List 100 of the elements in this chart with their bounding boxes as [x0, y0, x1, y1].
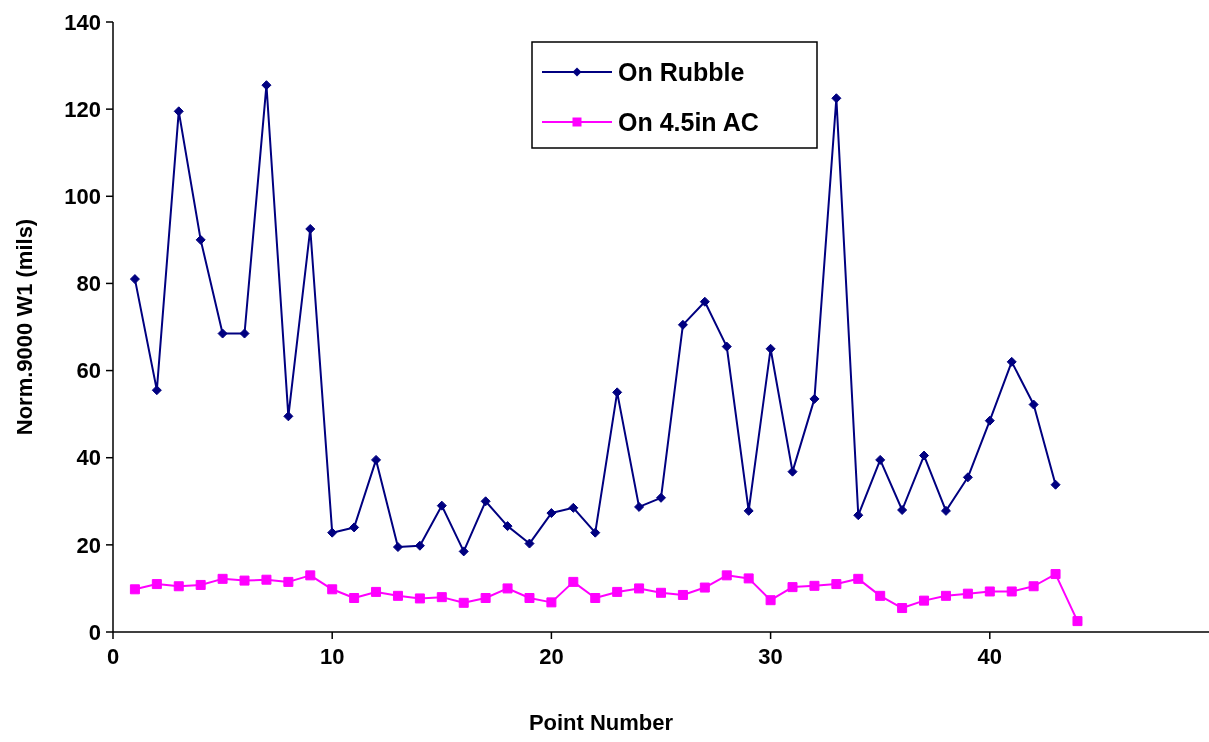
- point: [962, 472, 973, 483]
- point: [436, 592, 447, 603]
- y-tick-label: 0: [88, 619, 101, 645]
- point: [1072, 616, 1083, 627]
- point: [634, 583, 645, 594]
- point: [195, 234, 206, 245]
- point: [546, 597, 557, 608]
- point: [151, 385, 162, 396]
- x-tick-label: 0: [106, 644, 120, 669]
- point: [1006, 356, 1017, 367]
- y-tick-label: 80: [76, 271, 101, 297]
- point: [809, 393, 820, 404]
- legend-label: On Rubble: [618, 57, 745, 86]
- point: [656, 587, 666, 598]
- point: [677, 319, 688, 330]
- point: [502, 521, 513, 532]
- point: [787, 582, 798, 593]
- point: [612, 586, 623, 597]
- point: [677, 589, 688, 600]
- x-axis-title: Point Number: [528, 710, 674, 735]
- point: [371, 586, 382, 597]
- x-tick-label: 10: [319, 644, 345, 669]
- y-tick-label: 120: [64, 96, 101, 122]
- point: [919, 595, 930, 606]
- y-tick-label: 60: [76, 358, 101, 384]
- point: [239, 575, 250, 586]
- point: [897, 603, 908, 614]
- point: [809, 580, 820, 591]
- point: [349, 593, 360, 604]
- point: [765, 343, 776, 354]
- point: [984, 415, 995, 426]
- point: [699, 582, 710, 593]
- y-tick-label: 40: [76, 445, 101, 471]
- point: [217, 573, 228, 584]
- point: [305, 223, 316, 234]
- y-tick-label: 100: [64, 183, 101, 209]
- x-tick-label: 30: [758, 644, 783, 669]
- y-axis-title: Norm.9000 W1 (mils): [12, 218, 37, 436]
- point: [327, 527, 338, 538]
- point: [173, 106, 184, 117]
- point: [327, 584, 338, 595]
- point: [1028, 399, 1039, 410]
- point: [568, 502, 579, 513]
- point: [480, 496, 491, 507]
- point: [853, 573, 864, 584]
- point: [392, 590, 403, 601]
- point: [1006, 586, 1017, 597]
- point: [743, 573, 754, 584]
- point: [699, 296, 710, 307]
- point: [853, 510, 864, 521]
- point: [875, 454, 886, 465]
- point: [349, 522, 360, 533]
- x-tick-label: 20: [539, 644, 564, 669]
- point: [151, 579, 162, 590]
- point: [436, 500, 447, 511]
- point: [831, 93, 842, 104]
- point: [173, 581, 184, 592]
- point: [721, 570, 732, 581]
- point: [305, 570, 316, 581]
- point: [940, 590, 951, 601]
- point: [634, 501, 645, 512]
- point: [590, 593, 601, 604]
- point: [480, 593, 491, 604]
- point: [458, 546, 469, 557]
- point: [721, 341, 732, 352]
- point: [940, 505, 951, 516]
- point: [897, 505, 908, 515]
- point: [524, 538, 535, 549]
- point: [962, 588, 973, 599]
- point: [984, 586, 995, 597]
- point: [1050, 479, 1061, 490]
- point: [1028, 581, 1039, 592]
- point: [195, 579, 206, 590]
- point: [129, 584, 140, 595]
- point: [283, 411, 294, 422]
- point: [875, 590, 886, 601]
- point: [1050, 569, 1061, 580]
- point: [765, 595, 776, 606]
- point: [283, 576, 294, 587]
- x-tick-label: 40: [977, 644, 1003, 669]
- point: [261, 80, 272, 91]
- point: [261, 574, 272, 585]
- y-tick-label: 140: [64, 9, 101, 35]
- point: [371, 454, 382, 465]
- point: [239, 328, 250, 339]
- point: [392, 542, 403, 553]
- point: [919, 450, 930, 461]
- point: [546, 508, 557, 519]
- point: [831, 579, 842, 590]
- point: [568, 576, 579, 587]
- y-tick-label: 20: [76, 532, 101, 558]
- point: [414, 593, 425, 604]
- point: [129, 274, 140, 285]
- point: [217, 328, 228, 339]
- point: [524, 593, 535, 604]
- legend-label: On 4.5in AC: [618, 107, 759, 136]
- point: [656, 492, 666, 503]
- point: [458, 597, 469, 608]
- point: [590, 527, 601, 538]
- point: [502, 583, 513, 594]
